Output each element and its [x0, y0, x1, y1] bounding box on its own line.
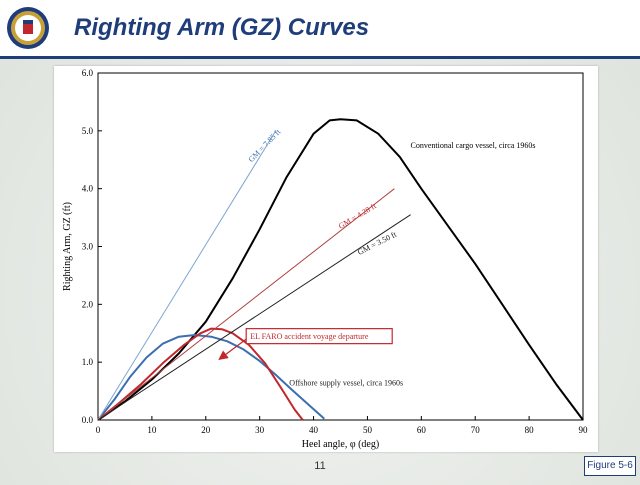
series-annotation: Offshore supply vessel, circa 1960s [289, 378, 403, 387]
series-line [97, 118, 584, 421]
series-line [97, 334, 325, 421]
chart-panel: 0 10 20 30 40 50 60 70 80 90 0.0 1.0 2.0 3.0 4.0 5.0 6.0… [54, 66, 598, 452]
y-axis-label: Righting Arm, GZ (ft) [62, 202, 73, 291]
series-annotation: GM = 4.28 ft [337, 201, 379, 231]
page-number: 11 [314, 460, 326, 472]
figure-label: Figure 5-6 [584, 456, 636, 476]
x-tick-label: 40 [309, 425, 319, 435]
x-tick-label: 20 [201, 425, 211, 435]
series-line [97, 214, 411, 421]
y-tick-label: 0.0 [82, 415, 94, 425]
ntsb-seal-logo [7, 7, 49, 49]
callout-text: EL FARO accident voyage departure [250, 332, 369, 341]
x-tick-label: 80 [525, 425, 535, 435]
series-annotation: GM = 7.85 ft [247, 127, 283, 164]
x-tick-label: 10 [147, 425, 157, 435]
series-annotation: GM = 3.50 ft [356, 229, 398, 257]
x-tick-label: 90 [579, 425, 589, 435]
plot-frame [97, 72, 584, 421]
slide-header: Righting Arm (GZ) Curves [0, 0, 640, 59]
x-tick-label: 50 [363, 425, 373, 435]
series-line [97, 188, 395, 421]
y-tick-label: 5.0 [82, 126, 94, 136]
y-tick-label: 4.0 [82, 184, 94, 194]
callout-box [245, 328, 393, 345]
slide-title: Righting Arm (GZ) Curves [74, 14, 370, 41]
x-tick-label: 60 [417, 425, 427, 435]
x-axis-label: Heel angle, φ (deg) [302, 439, 379, 450]
callout-arrow [218, 338, 247, 360]
series-line [97, 130, 277, 421]
y-tick-label: 2.0 [82, 299, 94, 309]
y-tick-label: 3.0 [82, 242, 94, 252]
x-tick-label: 30 [255, 425, 265, 435]
series-line [97, 327, 304, 421]
x-tick-label: 0 [96, 425, 101, 435]
y-tick-label: 1.0 [82, 357, 94, 367]
x-tick-label: 70 [471, 425, 481, 435]
series-annotation: Conventional cargo vessel, circa 1960s [411, 141, 536, 150]
gz-curves-chart: 0 10 20 30 40 50 60 70 80 90 0.0 1.0 2.0 3.0 4.0 5.0 6.0… [62, 68, 589, 450]
header-rule [0, 56, 640, 59]
y-tick-label: 6.0 [82, 68, 94, 78]
